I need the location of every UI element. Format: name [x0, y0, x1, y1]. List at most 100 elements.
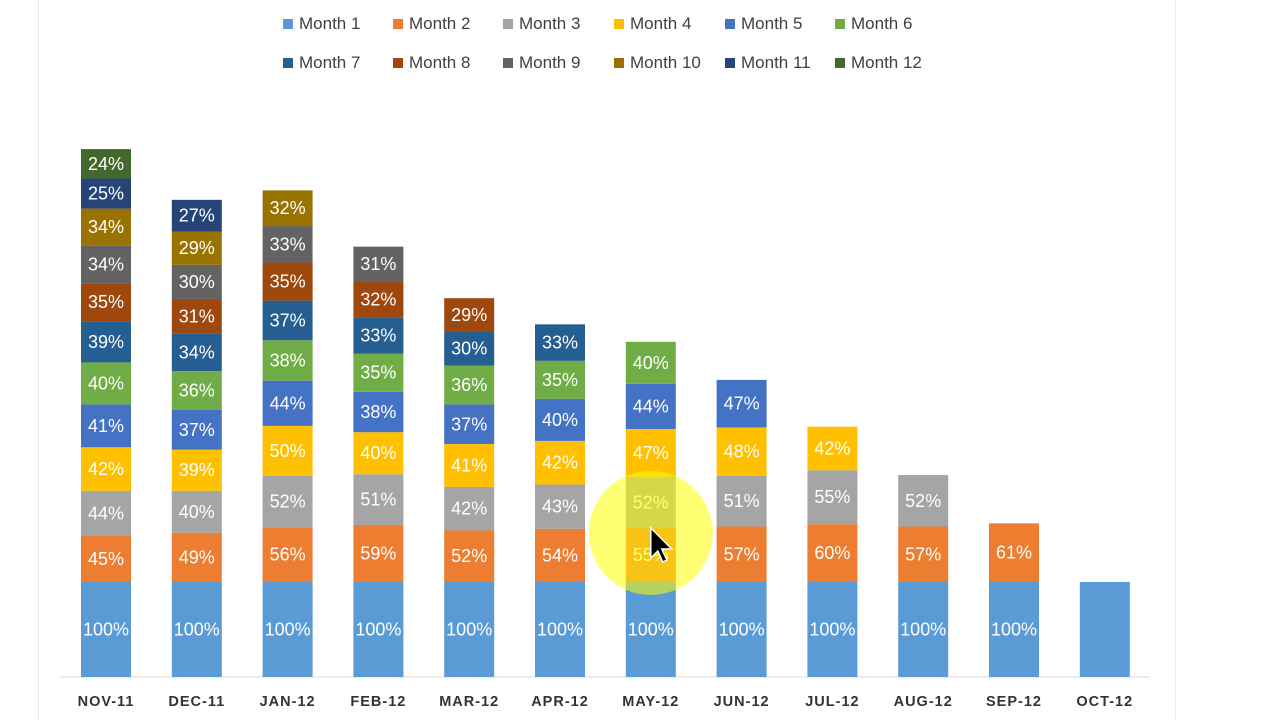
legend-label: Month 2: [409, 14, 471, 33]
legend-label: Month 1: [299, 14, 361, 33]
category-label: NOV-11: [78, 694, 135, 710]
category-label: JUL-12: [805, 694, 859, 710]
data-label: 42%: [451, 499, 487, 519]
data-label: 52%: [905, 491, 941, 511]
bar-segment: [625, 429, 676, 477]
data-label: 42%: [88, 459, 124, 479]
mouse-pointer-icon: [650, 526, 674, 564]
data-label: 35%: [542, 370, 578, 390]
data-label: 42%: [814, 438, 850, 458]
bar-segment: [807, 524, 858, 582]
data-label: 29%: [451, 305, 487, 325]
bar-segment: [262, 425, 313, 476]
legend-label: Month 11: [741, 53, 811, 72]
bar-segment: [81, 404, 131, 448]
category-label: JAN-12: [260, 694, 316, 710]
bar-segment: [81, 321, 131, 363]
data-label: 33%: [542, 333, 578, 353]
bar-segment: [898, 526, 949, 582]
bar-segment: [353, 391, 404, 433]
data-label: 37%: [451, 414, 487, 434]
data-label: 30%: [451, 339, 487, 359]
bar-segment: [444, 331, 495, 366]
bar-segment: [81, 149, 131, 179]
data-label: 37%: [179, 420, 215, 440]
legend-item-month-3: Month 3: [503, 12, 580, 36]
bar-segment: [81, 490, 131, 537]
legend-swatch: [283, 58, 293, 68]
legend-swatch: [725, 19, 735, 29]
bar-segment: [716, 526, 767, 582]
data-label: 24%: [88, 154, 124, 174]
legend-item-month-5: Month 5: [725, 12, 802, 36]
legend-label: Month 4: [630, 14, 692, 33]
data-label: 47%: [724, 394, 760, 414]
bar-segment: [625, 383, 676, 430]
data-label: 100%: [628, 620, 674, 640]
category-label: APR-12: [531, 694, 589, 710]
category-label: SEP-12: [986, 694, 1042, 710]
data-label: 44%: [88, 503, 124, 523]
data-label: 100%: [355, 620, 401, 640]
bar-segment: [535, 324, 585, 361]
legend-swatch: [725, 58, 735, 68]
data-label: 35%: [88, 292, 124, 312]
data-label: 100%: [537, 620, 583, 640]
data-label: 38%: [360, 402, 396, 422]
legend-item-month-11: Month 11: [725, 51, 811, 75]
data-label: 40%: [360, 443, 396, 463]
bar-segment: [716, 582, 767, 677]
data-label: 34%: [88, 217, 124, 237]
legend-swatch: [614, 58, 624, 68]
bar-segment: [444, 298, 495, 332]
bar-segment: [353, 353, 404, 392]
data-label: 32%: [270, 198, 306, 218]
legend-item-month-2: Month 2: [393, 12, 470, 36]
bar-segment: [171, 409, 222, 450]
category-label: MAR-12: [439, 694, 499, 710]
bar-segment: [171, 298, 222, 334]
data-label: 55%: [814, 487, 850, 507]
data-label: 30%: [179, 272, 215, 292]
legend-label: Month 9: [519, 53, 581, 72]
bar-segment: [444, 486, 495, 531]
data-label: 27%: [179, 206, 215, 226]
bar-segment: [262, 380, 313, 426]
bar-segment: [353, 281, 404, 318]
bar-segment: [716, 379, 767, 428]
data-label: 39%: [179, 460, 215, 480]
bar-segment: [535, 582, 585, 677]
data-label: 59%: [360, 543, 396, 563]
data-label: 100%: [265, 620, 311, 640]
bar-segment: [81, 283, 131, 322]
bar-segment: [171, 231, 222, 265]
bar-segment: [81, 582, 131, 677]
bar-segment: [171, 333, 222, 372]
bar-segment: [535, 484, 585, 529]
data-label: 47%: [633, 443, 669, 463]
chart-area: [38, 0, 1176, 720]
bar-segment: [353, 246, 404, 282]
data-label: 50%: [270, 441, 306, 461]
legend-item-month-8: Month 8: [393, 51, 470, 75]
legend-label: Month 7: [299, 53, 361, 72]
data-label: 33%: [270, 234, 306, 254]
bar-segment: [81, 245, 131, 284]
category-label: OCT-12: [1076, 694, 1133, 710]
data-label: 51%: [360, 490, 396, 510]
legend-label: Month 8: [409, 53, 471, 72]
bar-segment: [1079, 582, 1130, 677]
bar-segment: [262, 582, 313, 677]
bar-segment: [535, 360, 585, 399]
bar-segment: [353, 524, 404, 582]
legend-item-month-10: Month 10: [614, 51, 701, 75]
bar-segment: [81, 362, 131, 405]
bar-segment: [262, 262, 313, 301]
bar-segment: [171, 449, 222, 491]
data-label: 48%: [724, 442, 760, 462]
bar-segment: [262, 475, 313, 528]
bar-segment: [807, 470, 858, 525]
data-label: 40%: [88, 373, 124, 393]
category-label: FEB-12: [350, 694, 406, 710]
category-label: DEC-11: [168, 694, 225, 710]
